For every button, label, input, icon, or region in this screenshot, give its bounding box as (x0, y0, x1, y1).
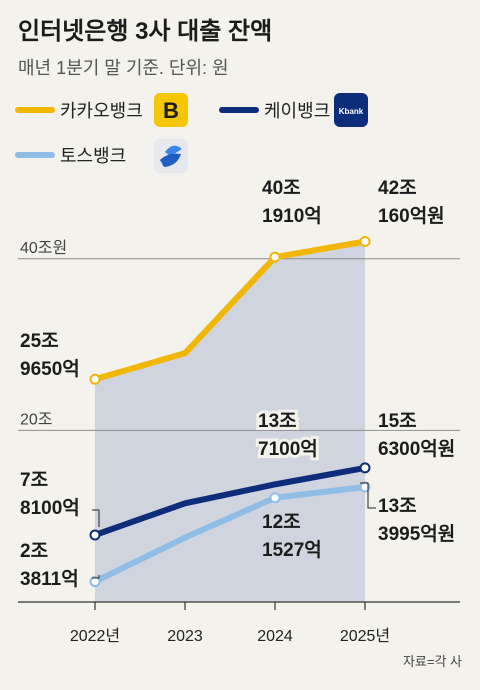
kbank-logo-text: Kbank (339, 107, 364, 116)
data-label-2-2-1: 1527억 (262, 539, 322, 561)
gridline-label-1: 20조 (20, 411, 53, 428)
leader-line-kbank (92, 509, 100, 527)
point-marker-1-3 (359, 462, 371, 474)
data-label-1-0-1: 8100억 (20, 497, 80, 519)
point-marker-2-2 (269, 492, 281, 504)
data-label-1-2-0: 13조 (258, 411, 297, 432)
kakaobank-logo-glyph: B (163, 98, 179, 123)
gridline-label-0: 40조원 (20, 239, 67, 257)
x-tick-label-3: 2025년 (340, 627, 390, 645)
kbank-logo: Kbank (334, 93, 368, 127)
data-label-1-2-1: 7100억 (258, 438, 318, 460)
data-label-0-0-1: 9650억 (20, 358, 80, 380)
kbank-logo-bg (334, 93, 368, 127)
source-note: 자료=각 사 (403, 654, 462, 669)
data-label-1-0-0: 7조 (20, 470, 48, 491)
data-label-1-3-1: 6300억원 (378, 438, 455, 460)
data-label-1-3-0: 15조 (378, 411, 417, 432)
series-line-1 (94, 464, 366, 538)
leader-line-toss (92, 575, 100, 579)
data-label-2-0-0: 2조 (20, 541, 48, 562)
chart-title: 인터넷은행 3사 대출 잔액 (18, 18, 272, 45)
leader-line-toss-2025 (360, 482, 376, 509)
series-line-2 (93, 484, 366, 585)
kakaobank-logo: B (154, 93, 188, 127)
plot-area: 40조원 20조 2022년 2023 2024 2025년 25조 9650억 40조 1910… (18, 178, 460, 645)
x-tick-label-0: 2022년 (70, 627, 120, 645)
data-label-0-2-0: 40조 (262, 178, 301, 199)
legend-label-kakaobank: 카카오뱅크 (60, 101, 143, 121)
point-marker-0-2 (269, 251, 281, 263)
toss-logo-top (165, 145, 182, 156)
legend: 카카오뱅크 B 케이뱅크 Kbank 토스뱅크 (15, 93, 368, 173)
data-label-0-2-1: 1910억 (262, 205, 322, 227)
chart-subtitle: 매년 1분기 말 기준. 단위: 원 (18, 58, 229, 78)
series-line-0 (94, 238, 366, 383)
area-fill (95, 241, 365, 602)
data-label-0-0-0: 25조 (20, 331, 59, 352)
data-label-2-3-1: 3995억원 (378, 523, 455, 545)
data-label-0-3-1: 160억원 (378, 205, 445, 227)
x-tick-label-1: 2023 (167, 628, 203, 645)
data-label-0-3-0: 42조 (378, 178, 417, 199)
point-marker-0-0 (89, 373, 101, 385)
toss-logo (154, 139, 188, 173)
toss-logo-bottom (160, 153, 181, 167)
x-tick-label-2: 2024 (257, 628, 293, 645)
legend-label-tossbank: 토스뱅크 (60, 146, 126, 166)
point-marker-1-0 (89, 529, 101, 541)
legend-label-kbank: 케이뱅크 (264, 101, 330, 121)
kakaobank-logo-bg (154, 93, 188, 127)
point-marker-2-0 (89, 576, 101, 588)
data-label-2-0-1: 3811억 (20, 568, 79, 590)
data-label-2-2-0: 12조 (262, 512, 301, 533)
point-marker-0-3 (359, 236, 371, 248)
data-label-2-3-0: 13조 (378, 496, 417, 517)
